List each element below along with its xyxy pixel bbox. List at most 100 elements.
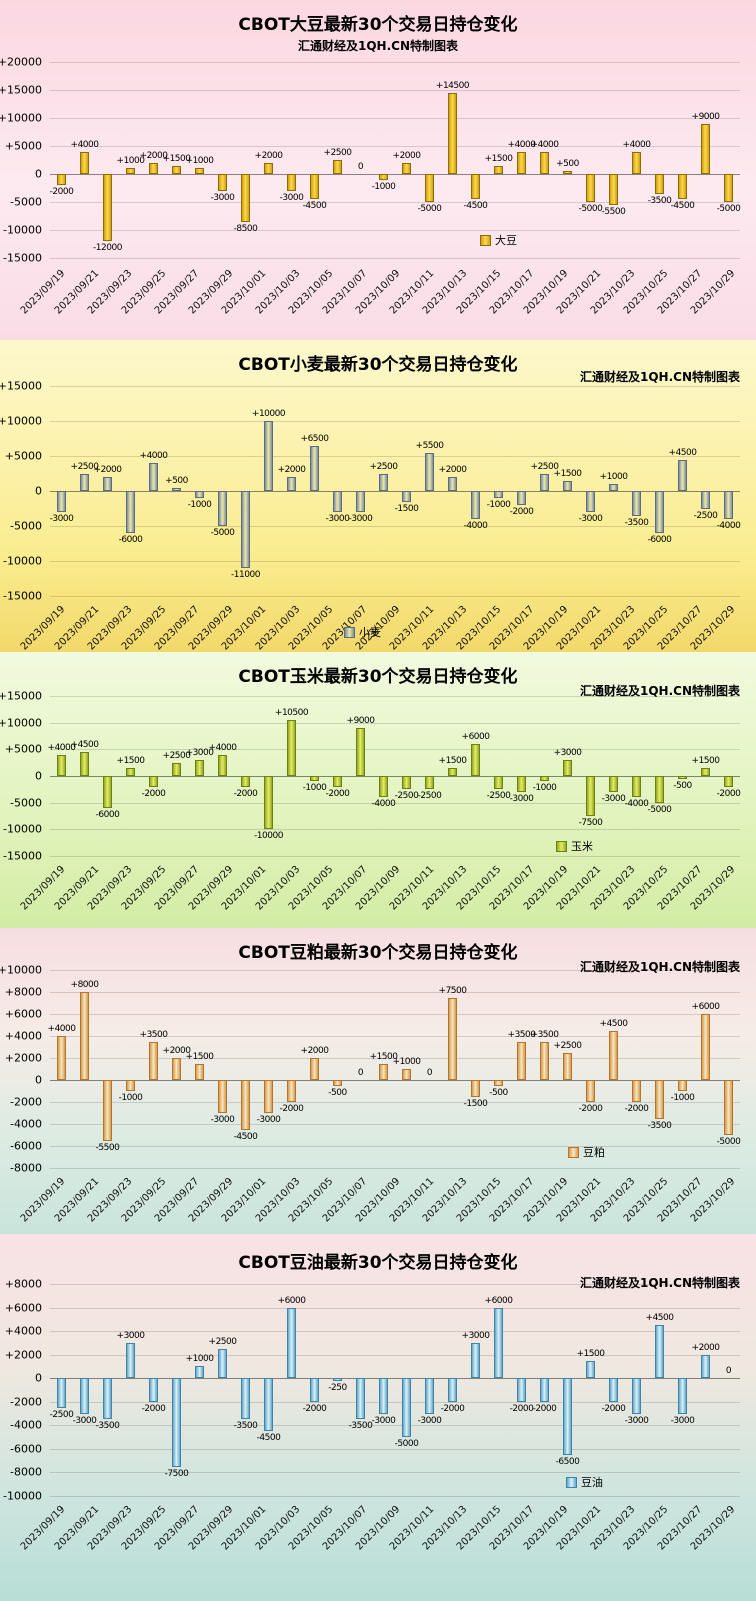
bar-value-label: -1000	[187, 500, 212, 510]
bar-value-label: +3500	[507, 1029, 536, 1040]
bar	[149, 1378, 158, 1402]
bar-value-label: +7500	[438, 985, 467, 996]
bar-value-label: +3000	[185, 748, 214, 758]
bar	[678, 776, 687, 779]
bar-value-label: +1500	[438, 756, 467, 766]
bar-value-label: -1000	[486, 500, 511, 510]
bar-value-label: -2500	[417, 791, 442, 802]
bar	[264, 421, 273, 491]
legend-swatch-icon	[566, 1476, 577, 1488]
bar-value-label: -4000	[463, 521, 488, 531]
bar-value-label: -5000	[394, 1439, 419, 1450]
gridline	[50, 230, 740, 231]
bar-value-label: -2500	[49, 1409, 74, 1420]
gridline	[50, 491, 740, 492]
bar-value-label: 0	[725, 1366, 732, 1377]
bar	[80, 752, 89, 776]
legend-label: 豆油	[581, 1476, 603, 1489]
bar	[379, 776, 388, 798]
bar	[425, 1378, 434, 1414]
bar-value-label: -2000	[141, 788, 166, 799]
bar-value-label: -1500	[463, 1098, 488, 1109]
y-tick-label: +5000	[4, 742, 42, 756]
chart-subtitle: 汇通财经及1QH.CN特制图表	[579, 960, 740, 974]
bar	[57, 1378, 66, 1408]
bar-value-label: -1500	[394, 503, 419, 514]
bar	[471, 1342, 480, 1379]
bar-value-label: 0	[426, 1068, 433, 1078]
bar-value-label: +6000	[461, 732, 490, 742]
bar	[172, 1058, 181, 1080]
bar	[333, 776, 342, 787]
bar-value-label: -3000	[670, 1415, 695, 1426]
legend-swatch-icon	[556, 840, 567, 852]
bar	[287, 1080, 296, 1102]
bar-value-label: +1500	[185, 1051, 214, 1062]
bar	[517, 491, 526, 505]
y-tick-label: -10000	[3, 822, 42, 836]
y-tick-label: -6000	[10, 1442, 42, 1456]
bar-value-label: +3000	[116, 1330, 145, 1341]
bar	[724, 491, 733, 519]
bar	[195, 168, 204, 174]
bar-value-label: -12000	[93, 243, 122, 254]
bar	[149, 463, 158, 491]
chart-title: CBOT玉米最新30个交易日持仓变化	[238, 667, 518, 687]
bar	[425, 452, 434, 491]
bar	[517, 1041, 526, 1080]
bar-value-label: +4500	[668, 447, 697, 458]
bar	[149, 776, 158, 787]
bar-value-label: -250	[328, 1383, 347, 1394]
bar	[172, 1378, 181, 1467]
bar	[471, 744, 480, 776]
bar	[701, 768, 710, 776]
bar-value-label: +6000	[691, 1002, 720, 1012]
y-tick-label: -8000	[10, 1161, 42, 1175]
gridline	[50, 1058, 740, 1059]
bar	[701, 123, 710, 174]
gridline	[50, 386, 740, 387]
bar-value-label: -5000	[417, 204, 442, 214]
bar	[655, 174, 664, 194]
gridline	[50, 776, 740, 777]
bar	[402, 776, 411, 790]
gridline	[50, 1080, 740, 1081]
bar	[195, 491, 204, 498]
bar-value-label: +2000	[162, 1046, 191, 1056]
bar-value-label: -3000	[210, 192, 235, 203]
bar-value-label: -2000	[532, 1403, 557, 1414]
bar-value-label: -4500	[256, 1433, 281, 1444]
bar	[287, 720, 296, 776]
bar-value-label: +4000	[47, 742, 76, 753]
y-tick-label: -4000	[10, 1117, 42, 1131]
bar-value-label: -3500	[647, 195, 672, 206]
bar-value-label: -2000	[49, 187, 74, 198]
bar-value-label: +1500	[484, 153, 513, 164]
gridline	[50, 1014, 740, 1015]
gridline	[50, 1472, 740, 1474]
bar	[632, 1378, 641, 1414]
bar-value-label: -5500	[95, 1142, 120, 1153]
bar	[448, 768, 457, 776]
bar	[333, 491, 342, 512]
legend: 小麦	[344, 624, 381, 640]
bar-value-label: +10500	[274, 708, 309, 718]
gridline	[50, 1102, 740, 1103]
y-tick-label: 0	[35, 1073, 42, 1087]
chart-title: CBOT豆粕最新30个交易日持仓变化	[238, 943, 518, 963]
gridline	[50, 1168, 740, 1169]
bar	[379, 174, 388, 180]
bar-value-label: +8000	[70, 980, 99, 990]
chart-soybean-meal: CBOT豆粕最新30个交易日持仓变化 汇通财经及1QH.CN特制图表 +1000…	[0, 928, 756, 1234]
x-axis: 2023/09/19 2023/09/21 2023/09/23 2023/09/25…	[19, 264, 740, 338]
legend-label: 大豆	[495, 234, 517, 247]
bar	[563, 1378, 572, 1455]
gridline	[50, 174, 740, 175]
bar	[448, 92, 457, 174]
y-tick-label: +15000	[0, 379, 42, 393]
bar-value-label: -5000	[578, 204, 603, 214]
bar-value-label: +4500	[599, 1018, 628, 1029]
bar-value-label: +9000	[346, 716, 375, 726]
y-tick-label: 0	[35, 769, 42, 783]
chart-wheat: CBOT小麦最新30个交易日持仓变化 汇通财经及1QH.CN特制图表 +1500…	[0, 340, 756, 652]
